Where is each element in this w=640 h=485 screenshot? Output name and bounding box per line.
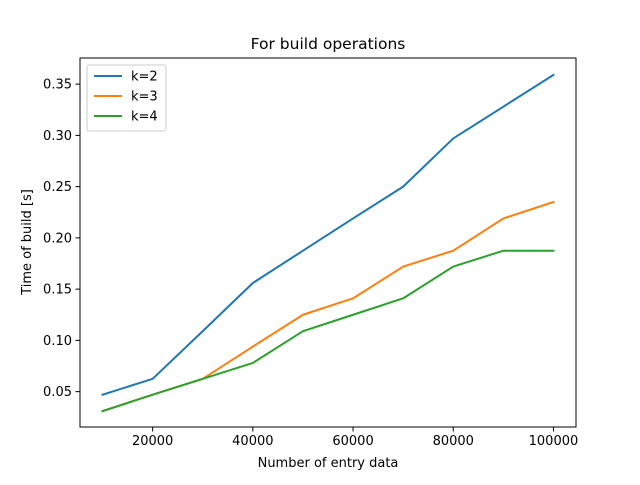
- y-axis-label: Time of build [s]: [20, 189, 35, 296]
- plot-area: 20000 40000 60000 80000 100000 0.05 0.10 0.15 0.…: [43, 57, 579, 449]
- series-line-3: [101, 249, 555, 413]
- x-tick-label: 100000: [529, 434, 579, 449]
- y-tick-label: 0.05: [43, 385, 72, 400]
- x-tick-label: 40000: [232, 434, 273, 449]
- x-axis-label: Number of entry data: [258, 456, 399, 471]
- y-tick-label: 0.35: [43, 78, 72, 93]
- legend-label: k=4: [131, 110, 158, 125]
- legend-label: k=2: [131, 70, 158, 85]
- x-tick-label: 80000: [433, 434, 474, 449]
- y-tick-label: 0.15: [43, 283, 72, 298]
- y-tick-label: 0.20: [43, 231, 72, 246]
- y-tick-label: 0.30: [43, 129, 72, 144]
- y-tick-label: 0.25: [43, 180, 72, 195]
- x-tick-label: 20000: [132, 434, 173, 449]
- series-line-1: [101, 73, 555, 396]
- x-tick-label: 60000: [332, 434, 373, 449]
- legend: k=2 k=3 k=4: [86, 64, 167, 132]
- chart-title: For build operations: [251, 35, 406, 53]
- legend-box: [86, 64, 167, 132]
- plot-frame: [79, 57, 577, 428]
- y-tick-label: 0.10: [43, 334, 72, 349]
- legend-label: k=3: [131, 90, 158, 105]
